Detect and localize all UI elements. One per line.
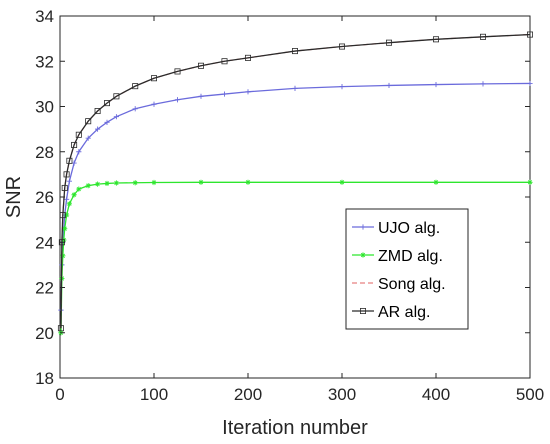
y-tick-label: 26 (35, 188, 54, 207)
data-point-ujo-alg (527, 80, 533, 87)
legend-label: UJO alg. (378, 220, 440, 237)
data-point-ar-alg (174, 68, 181, 75)
data-point-ar-alg (113, 93, 120, 100)
data-point-zmd-alg (104, 180, 110, 187)
data-point-ar-alg (244, 54, 251, 61)
data-point-ar-alg (85, 118, 92, 125)
data-point-ujo-alg (85, 135, 91, 141)
data-point-ujo-alg (63, 196, 70, 202)
data-point-ujo-alg (113, 114, 119, 120)
data-point-zmd-alg (433, 179, 439, 185)
y-tick-label: 22 (35, 279, 54, 298)
data-point-ujo-alg (480, 81, 486, 87)
data-point-ar-alg (527, 31, 534, 38)
data-point-ujo-alg (221, 91, 228, 97)
data-point-ar-alg (59, 212, 66, 219)
data-point-ar-alg (75, 131, 82, 138)
y-tick-label: 28 (35, 143, 54, 162)
legend-marker (360, 224, 366, 230)
data-point-zmd-alg (71, 192, 77, 198)
legend-marker (360, 252, 366, 258)
data-point-zmd-alg (151, 179, 157, 186)
data-point-ujo-alg (433, 81, 439, 88)
data-point-ar-alg (221, 58, 228, 65)
data-point-ar-alg (71, 141, 78, 148)
data-point-zmd-alg (198, 179, 204, 185)
data-point-ar-alg (197, 62, 204, 69)
legend-marker (359, 307, 366, 314)
y-tick-label: 24 (35, 233, 54, 252)
data-point-ujo-alg (339, 83, 345, 90)
data-point-ujo-alg (245, 89, 251, 95)
data-point-ar-alg (57, 325, 64, 332)
x-tick-label: 500 (516, 385, 544, 404)
series-zmd-alg (58, 179, 533, 336)
x-tick-label: 200 (234, 385, 262, 404)
data-point-zmd-alg (339, 179, 345, 185)
data-point-ujo-alg (174, 97, 181, 103)
legend-item-ujo-alg: UJO alg. (352, 220, 440, 237)
data-point-ujo-alg (66, 178, 72, 184)
data-point-ar-alg (63, 171, 70, 178)
data-point-zmd-alg (527, 179, 533, 185)
legend-label: Song alg. (378, 276, 446, 293)
data-point-ar-alg (150, 75, 157, 82)
x-tick-label: 100 (140, 385, 168, 404)
x-axis-title: Iteration number (222, 417, 368, 439)
y-axis-title: SNR (3, 176, 25, 218)
y-tick-label: 34 (35, 7, 54, 26)
legend-item-song-alg: Song alg. (352, 276, 446, 293)
data-point-zmd-alg (60, 253, 66, 259)
legend: UJO alg. ZMD alg. Song alg. AR alg. (345, 208, 469, 330)
data-point-zmd-alg (95, 181, 101, 187)
data-point-ujo-alg (198, 93, 204, 99)
data-point-zmd-alg (245, 179, 251, 185)
y-tick-label: 18 (35, 369, 54, 388)
data-point-zmd-alg (132, 180, 138, 186)
legend-label: ZMD alg. (378, 248, 443, 265)
data-point-ujo-alg (292, 85, 298, 91)
data-point-ar-alg (104, 100, 111, 107)
data-point-ujo-alg (386, 82, 392, 89)
data-point-ar-alg (66, 157, 73, 164)
data-point-ar-alg (479, 33, 486, 40)
x-tick-label: 0 (55, 385, 64, 404)
x-tick-label: 400 (422, 385, 450, 404)
data-point-ar-alg (432, 36, 439, 43)
data-point-ujo-alg (95, 126, 101, 132)
data-point-ujo-alg (76, 149, 82, 155)
data-point-zmd-alg (76, 186, 82, 192)
data-point-zmd-alg (62, 226, 68, 232)
data-point-ar-alg (338, 43, 345, 50)
data-point-ujo-alg (132, 106, 138, 112)
data-point-zmd-alg (63, 212, 70, 218)
legend-label: AR alg. (378, 304, 430, 321)
series-line-ujo-alg (60, 82, 531, 311)
data-point-zmd-alg (66, 201, 72, 207)
tick-layer: 0 100 200 300 400 500 18 20 22 24 26 28 30 32 34 (35, 7, 544, 404)
data-point-ar-alg (291, 48, 298, 55)
y-tick-label: 30 (35, 98, 54, 117)
legend-item-ar-alg: AR alg. (352, 304, 430, 321)
legend-box (345, 208, 469, 330)
data-point-ujo-alg (104, 119, 110, 125)
data-point-zmd-alg (85, 183, 91, 189)
legend-item-zmd-alg: ZMD alg. (352, 248, 443, 265)
data-point-ar-alg (61, 184, 68, 191)
data-point-ujo-alg (151, 101, 157, 107)
data-point-ar-alg (94, 108, 101, 115)
data-point-zmd-alg (113, 180, 119, 186)
data-point-ar-alg (385, 39, 392, 46)
x-tick-label: 300 (328, 385, 356, 404)
y-tick-label: 20 (35, 324, 54, 343)
data-point-ar-alg (132, 83, 139, 90)
y-tick-label: 32 (35, 52, 54, 71)
